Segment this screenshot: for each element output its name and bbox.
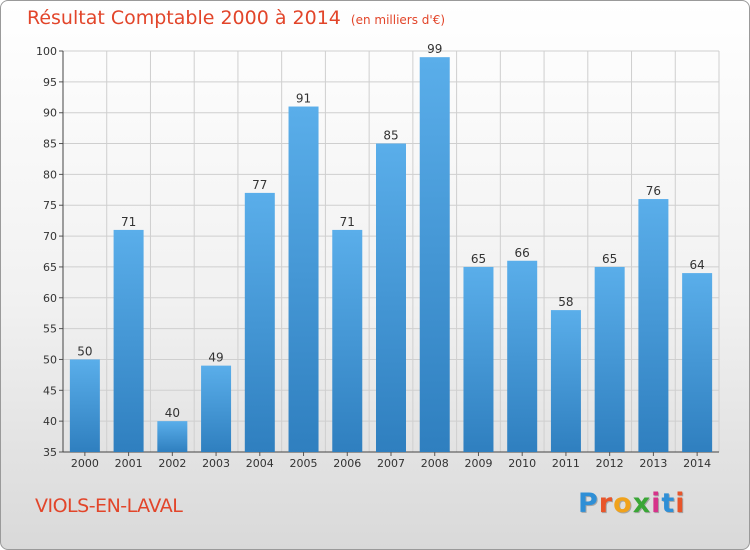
bar-value-label: 50 [77, 344, 92, 358]
x-tick-label: 2014 [683, 457, 711, 470]
x-tick-label: 2005 [290, 457, 318, 470]
bar-value-label: 71 [121, 215, 136, 229]
x-tick-label: 2013 [639, 457, 667, 470]
bar-value-label: 77 [252, 178, 267, 192]
bar-value-label: 64 [689, 258, 704, 272]
data-labels: 50 71 40 49 77 91 71 85 99 65 66 58 65 76 64 [77, 42, 705, 420]
logo-letter: t [661, 488, 676, 519]
x-tick-label: 2004 [246, 457, 274, 470]
bar-value-label: 66 [515, 246, 530, 260]
x-tick-label: 2012 [596, 457, 624, 470]
x-tick-label: 2003 [202, 457, 230, 470]
x-tick-label: 2008 [421, 457, 449, 470]
y-tick-label: 50 [43, 353, 57, 366]
chart-title-text: Résultat Comptable 2000 à 2014 [27, 7, 341, 29]
logo-letter: i [651, 488, 662, 519]
y-tick-label: 55 [43, 323, 57, 336]
bar [332, 229, 363, 452]
bar-value-label: 71 [340, 215, 355, 229]
logo-letter: x [632, 488, 652, 519]
y-tick-label: 95 [43, 76, 57, 89]
bar [638, 199, 669, 452]
bar [507, 260, 538, 452]
x-tick-label: 2002 [158, 457, 186, 470]
chart-title-unit: (en milliers d'€) [350, 13, 446, 27]
bar [550, 310, 581, 452]
bar-value-label: 40 [165, 406, 180, 420]
y-tick-label: 70 [43, 230, 57, 243]
y-tick-label: 35 [43, 446, 57, 459]
bar [288, 106, 319, 453]
bar [463, 266, 494, 452]
x-tick-label: 2009 [464, 457, 492, 470]
logo-letter: i [675, 488, 686, 519]
x-tick-label: 2000 [71, 457, 99, 470]
bar-value-label: 99 [427, 42, 442, 56]
bar [682, 273, 713, 452]
y-tick-label: 65 [43, 261, 57, 274]
y-tick-label: 80 [43, 168, 57, 181]
bar-value-label: 65 [602, 252, 617, 266]
bar [157, 421, 188, 452]
bar-value-label: 49 [208, 351, 223, 365]
bar-value-label: 91 [296, 92, 311, 106]
x-tick-label: 2006 [333, 457, 361, 470]
bar [244, 192, 275, 452]
bar [376, 143, 406, 453]
bar-value-label: 58 [558, 295, 573, 309]
x-tick-label: 2007 [377, 457, 405, 470]
bar [113, 229, 144, 452]
tick-labels: 35 40 45 50 55 60 65 70 75 80 85 90 95 100 2000 2001 200… [36, 45, 711, 470]
y-tick-label: 75 [43, 199, 57, 212]
bars [69, 57, 713, 453]
bar [419, 57, 450, 453]
y-tick-label: 85 [43, 138, 57, 151]
bar-value-label: 65 [471, 252, 486, 266]
bar-value-label: 85 [383, 129, 398, 143]
x-tick-label: 2001 [115, 457, 143, 470]
commune-name: VIOLS-EN-LAVAL [35, 495, 183, 517]
logo-letter: P [578, 488, 599, 519]
bar [69, 359, 100, 452]
bar [201, 365, 232, 452]
x-tick-label: 2010 [508, 457, 536, 470]
y-tick-label: 100 [36, 45, 57, 58]
bar [594, 266, 625, 452]
bar-value-label: 76 [646, 184, 661, 198]
y-tick-label: 60 [43, 292, 57, 305]
x-tick-label: 2011 [552, 457, 580, 470]
proxiti-logo: Proxiti [578, 488, 686, 519]
logo-letter: r [598, 488, 614, 519]
logo-letter: o [613, 488, 633, 519]
y-tick-label: 40 [43, 415, 57, 428]
y-tick-label: 45 [43, 384, 57, 397]
y-tick-label: 90 [43, 107, 57, 120]
chart-title: Résultat Comptable 2000 à 2014 (en millie… [27, 7, 445, 29]
